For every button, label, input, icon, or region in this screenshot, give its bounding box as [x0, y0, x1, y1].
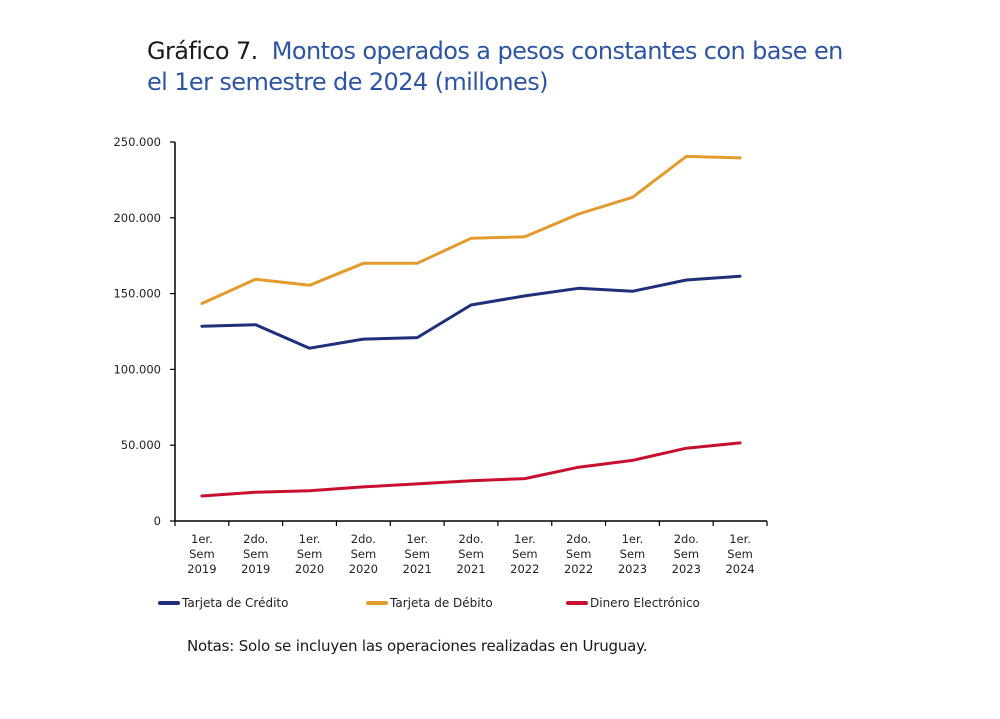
legend-swatch-dinero — [566, 601, 588, 605]
x-tick-label: 1er. Sem 2023 — [618, 532, 647, 576]
legend-label-credito: Tarjeta de Crédito — [182, 596, 289, 610]
chart-title-text: Montos operados a pesos constantes con b… — [147, 37, 843, 96]
series-line-tarjeta-de-credito — [200, 274, 742, 350]
legend-item-dinero: Dinero Electrónico — [566, 596, 700, 610]
x-tick-label-line: 1er. — [514, 532, 536, 546]
x-tick-label: 2do. Sem 2021 — [456, 532, 485, 576]
x-tick-label-line: 1er. — [729, 532, 751, 546]
y-tick-label: 200.000 — [113, 211, 161, 225]
chart-title-prefix: Gráfico 7. — [147, 37, 258, 65]
x-tick-label-line: 2021 — [403, 562, 432, 576]
x-tick-label-line: Sem — [351, 547, 377, 561]
x-tick-label-line: Sem — [673, 547, 699, 561]
series-line-dinero-electronico — [200, 441, 742, 498]
x-tick-label: 2do. Sem 2023 — [672, 532, 701, 576]
x-tick-label-line: Sem — [404, 547, 430, 561]
x-tick-label: 1er. Sem 2020 — [295, 532, 324, 576]
x-tick-label-line: 2020 — [349, 562, 378, 576]
x-tick-label: 2do. Sem 2019 — [241, 532, 270, 576]
y-tick-label: 150.000 — [113, 287, 161, 301]
x-tick-label-line: 2021 — [456, 562, 485, 576]
legend-label-debito: Tarjeta de Débito — [390, 596, 493, 610]
x-tick-label: 1er. Sem 2022 — [510, 532, 539, 576]
x-tick-label-line: 2020 — [295, 562, 324, 576]
x-tick-label-line: 2do. — [566, 532, 591, 546]
chart-axes — [170, 141, 768, 526]
x-tick-label-line: 2019 — [187, 562, 216, 576]
legend-label-dinero: Dinero Electrónico — [590, 596, 700, 610]
legend-item-credito: Tarjeta de Crédito — [158, 596, 288, 610]
x-tick-label-line: Sem — [189, 547, 215, 561]
chart-legend: Tarjeta de Crédito Tarjeta de Débito Din… — [158, 596, 798, 616]
x-tick-label-line: 2023 — [672, 562, 701, 576]
x-tick-label-line: Sem — [297, 547, 323, 561]
legend-swatch-credito — [158, 601, 180, 605]
chart-title: Gráfico 7. Montos operados a pesos const… — [147, 36, 847, 98]
x-tick-label-line: 2do. — [458, 532, 483, 546]
chart-series — [200, 154, 742, 498]
series-line-tarjeta-de-debito — [200, 154, 742, 305]
x-tick-label-line: Sem — [458, 547, 484, 561]
x-tick-label-line: 1er. — [406, 532, 428, 546]
y-tick-label: 100.000 — [113, 362, 161, 376]
x-tick-label-line: 1er. — [622, 532, 644, 546]
x-tick-label-line: 2019 — [241, 562, 270, 576]
x-tick-label: 2do. Sem 2020 — [349, 532, 378, 576]
x-tick-label: 1er. Sem 2021 — [403, 532, 432, 576]
legend-swatch-debito — [366, 601, 388, 605]
x-tick-label-line: 2022 — [510, 562, 539, 576]
y-tick-label: 50.000 — [121, 438, 161, 452]
x-tick-label-line: 2do. — [243, 532, 268, 546]
x-tick-label-line: Sem — [620, 547, 646, 561]
x-tick-label: 1er. Sem 2019 — [187, 532, 216, 576]
legend-item-debito: Tarjeta de Débito — [366, 596, 493, 610]
x-tick-label-line: 2023 — [618, 562, 647, 576]
y-tick-label: 250.000 — [113, 135, 161, 149]
x-tick-label-line: Sem — [512, 547, 538, 561]
y-tick-label: 0 — [154, 514, 161, 528]
x-tick-label-line: 2022 — [564, 562, 593, 576]
x-tick-label: 2do. Sem 2022 — [564, 532, 593, 576]
x-tick-label: 1er. Sem 2024 — [725, 532, 754, 576]
x-tick-label-line: 2024 — [725, 562, 754, 576]
x-tick-label-line: Sem — [566, 547, 592, 561]
y-axis-labels: 0 50.000 100.000 150.000 200.000 250.000 — [113, 135, 161, 528]
x-tick-label-line: 2do. — [674, 532, 699, 546]
x-tick-label-line: Sem — [727, 547, 753, 561]
x-tick-label-line: Sem — [243, 547, 269, 561]
x-tick-label-line: 1er. — [191, 532, 213, 546]
chart-note: Notas: Solo se incluyen las operaciones … — [187, 637, 648, 655]
x-tick-label-line: 1er. — [299, 532, 321, 546]
x-tick-label-line: 2do. — [351, 532, 376, 546]
